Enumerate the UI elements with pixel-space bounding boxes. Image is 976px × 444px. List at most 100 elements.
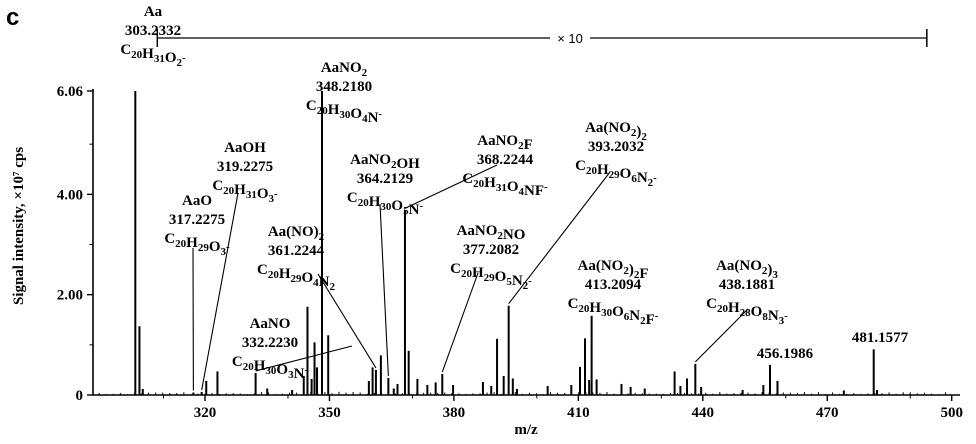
formula-element: O	[751, 304, 763, 320]
annotation-leader-line	[380, 204, 388, 376]
annotation-formula: C20H30O6N2F-	[568, 296, 659, 328]
peak-annotations: Aa303.2332C20H31O2-AaNO2348.2180C20H30O4…	[120, 4, 908, 382]
formula-subscript: 20	[461, 268, 473, 280]
peak-annotation: 456.1986	[757, 346, 814, 362]
formula-subscript: 30	[339, 109, 351, 121]
annotation-formula: C20H29O6N2-	[575, 158, 657, 189]
annotation-mass: 364.2129	[357, 171, 413, 187]
formula-element: H	[728, 300, 740, 316]
annotation-name: AaOH	[224, 140, 266, 156]
name-part: Aa(NO)	[268, 224, 319, 240]
formula-charge: -	[655, 310, 659, 322]
annotation-mass: 332.2230	[242, 335, 298, 351]
formula-subscript: 20	[317, 105, 329, 117]
formula-element: H	[597, 162, 609, 178]
formula-element: H	[484, 175, 496, 191]
name-part: AaNO	[477, 133, 518, 149]
name-part: AaOH	[224, 140, 266, 156]
formula-subscript: 20	[131, 49, 143, 61]
y-tick-label: 4.00	[57, 187, 83, 203]
formula-subscript: 29	[609, 169, 621, 181]
annotation-mass: 456.1986	[757, 346, 814, 362]
formula-element: H	[279, 266, 291, 282]
annotation-mass: 319.2275	[217, 159, 273, 175]
formula-element: C	[120, 42, 131, 58]
formula-element: O	[620, 166, 632, 182]
formula-element: C	[212, 178, 223, 194]
formula-element: N	[637, 170, 648, 186]
formula-element: N	[768, 308, 779, 324]
y-tick-label: 0	[76, 388, 84, 404]
formula-element: C	[232, 354, 243, 370]
formula-element: N	[294, 366, 305, 382]
formula-element: H	[142, 46, 154, 62]
y-tick-label: 2.00	[57, 288, 83, 304]
name-part: AaNO	[457, 223, 498, 239]
x-tick-label: 470	[816, 405, 839, 421]
x-axis-title: m/z	[514, 422, 538, 438]
x-tick-label: 500	[940, 405, 963, 421]
formula-element: NF	[524, 183, 544, 199]
annotation-name: AaNO2F	[477, 133, 533, 153]
formula-subscript: 2	[330, 281, 336, 293]
formula-subscript: 20	[268, 269, 280, 281]
annotation-leader-line	[442, 273, 478, 372]
formula-element: H	[472, 265, 484, 281]
name-part: F	[524, 137, 533, 153]
formula-subscript: 20	[717, 303, 729, 315]
annotation-mass: 481.1577	[852, 330, 909, 346]
formula-charge: -	[544, 181, 548, 193]
formula-subscript: 30	[380, 201, 392, 213]
annotation-mass: 317.2275	[169, 212, 225, 228]
formula-subscript: 20	[175, 238, 187, 250]
annotation-name: AaNO	[250, 316, 291, 332]
formula-subscript: 29	[198, 242, 210, 254]
annotation-formula: C20H31O3-	[212, 178, 278, 205]
zoom-indicator: × 10	[157, 29, 927, 47]
name-part: Aa(NO	[716, 258, 762, 274]
name-subscript: 2	[319, 231, 325, 243]
annotation-formula: C20H30O4N-	[306, 98, 383, 126]
formula-element: H	[234, 182, 246, 198]
formula-element: N	[409, 202, 420, 218]
formula-subscript: 20	[358, 197, 370, 209]
formula-element: N	[629, 308, 640, 324]
formula-subscript: 20	[578, 303, 590, 315]
x-tick-label: 410	[567, 405, 590, 421]
formula-charge: -	[528, 275, 532, 287]
annotation-mass: 413.2094	[585, 277, 642, 293]
annotation-mass: 377.2082	[463, 242, 519, 258]
x-tick-label: 320	[194, 405, 217, 421]
name-part: AaNO	[321, 60, 362, 76]
y-axis-title: Signal intensity, ×10⁷ cps	[11, 147, 27, 305]
annotation-mass: 303.2332	[125, 23, 181, 39]
name-part: AaNO	[350, 152, 391, 168]
formula-element: O	[302, 270, 314, 286]
formula-element: N	[512, 273, 523, 289]
formula-element: C	[450, 261, 461, 277]
formula-charge: -	[784, 310, 788, 322]
annotation-name: AaNO2OH	[350, 152, 420, 172]
formula-element: O	[612, 304, 624, 320]
formula-subscript: 31	[154, 53, 165, 65]
formula-element: C	[706, 296, 717, 312]
formula-charge: -	[182, 52, 186, 64]
x-tick-label: 380	[443, 405, 466, 421]
annotation-formula: C20H29O4N2	[257, 262, 336, 293]
formula-subscript: 20	[586, 165, 598, 177]
peak-annotation: 481.1577	[852, 330, 909, 346]
formula-element: C	[306, 98, 317, 114]
name-part: AaO	[182, 193, 212, 209]
formula-charge: -	[419, 200, 423, 212]
name-part: Aa(NO	[585, 120, 631, 136]
name-subscript: 2	[362, 67, 368, 79]
